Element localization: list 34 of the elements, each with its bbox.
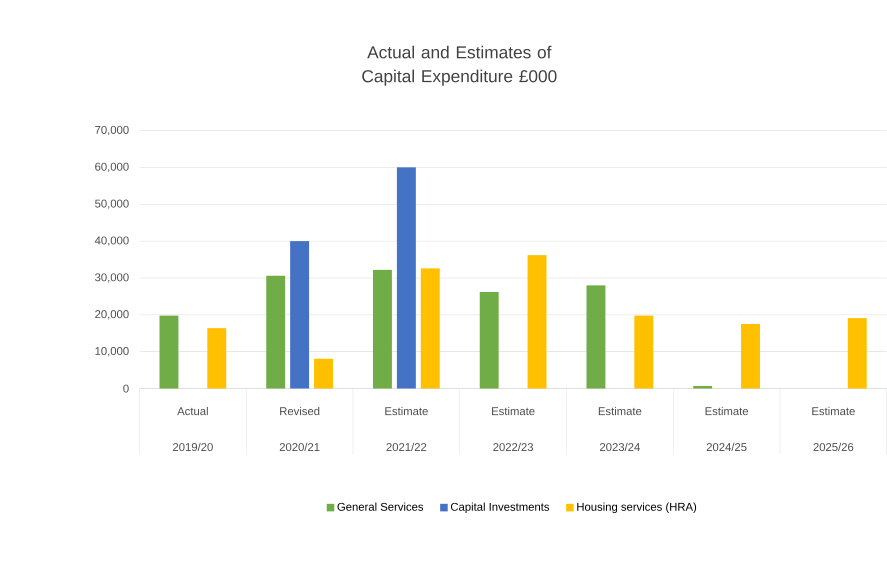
category-label: Estimate 2022/23 bbox=[492, 406, 535, 452]
bar bbox=[528, 255, 546, 389]
legend-label: Housing services (HRA) bbox=[577, 502, 696, 514]
bar bbox=[290, 241, 310, 389]
legend-label: Capital Investments bbox=[450, 502, 550, 514]
chart-title: Actual and Estimates of Capital Expenditure £000 bbox=[362, 46, 557, 86]
category-label: Estimate 2021/22 bbox=[385, 406, 428, 452]
bar bbox=[634, 316, 654, 389]
bar bbox=[372, 270, 392, 389]
category-label: Revised 2020/21 bbox=[280, 406, 320, 452]
bar bbox=[693, 386, 712, 389]
bar bbox=[207, 328, 226, 389]
category-label: Estimate 2024/25 bbox=[706, 406, 748, 452]
y-tick-label: 40,000 bbox=[94, 236, 129, 246]
y-tick-label: 10,000 bbox=[95, 347, 129, 356]
bar bbox=[314, 358, 333, 389]
bar bbox=[396, 167, 416, 389]
category-label: Actual 2019/20 bbox=[173, 406, 213, 452]
bar bbox=[266, 276, 286, 389]
y-tick-label: 0 bbox=[123, 384, 129, 393]
y-tick-label: 50,000 bbox=[95, 200, 129, 209]
bar bbox=[586, 285, 606, 389]
y-tick-label: 30,000 bbox=[95, 273, 129, 283]
bar bbox=[480, 292, 499, 389]
category-label: Estimate 2023/24 bbox=[598, 406, 642, 452]
bar bbox=[420, 268, 440, 389]
bar bbox=[848, 318, 867, 389]
bar bbox=[159, 316, 178, 389]
y-tick-label: 20,000 bbox=[95, 310, 129, 320]
bar bbox=[741, 324, 760, 389]
category-label: Estimate 2025/26 bbox=[812, 406, 855, 452]
y-tick-label: 70,000 bbox=[95, 126, 129, 136]
legend-label: General Services bbox=[338, 502, 424, 511]
y-tick-label: 60,000 bbox=[95, 162, 129, 172]
